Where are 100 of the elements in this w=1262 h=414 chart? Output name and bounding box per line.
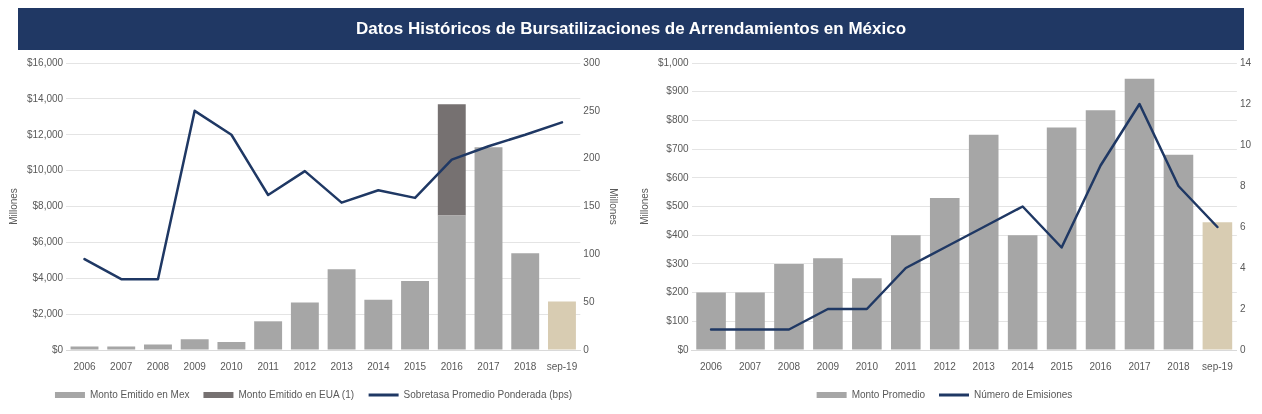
y2-tick-label: 10 [1239, 138, 1252, 150]
y-tick-label: $800 [666, 114, 690, 126]
bar [1163, 154, 1194, 350]
y-tick-label: $700 [666, 142, 690, 154]
y2-tick-label: 14 [1239, 56, 1252, 68]
x-tick-label: 2018 [1167, 360, 1191, 372]
legend-label: Número de Emisiones [974, 388, 1073, 400]
y2-tick-label: 200 [583, 152, 601, 164]
legend-label: Sobretasa Promedio Ponderada (bps) [403, 388, 573, 400]
y2-tick-label: 250 [583, 104, 601, 116]
bar [735, 292, 765, 350]
bar [1202, 222, 1233, 350]
bar [437, 104, 466, 216]
x-tick-label: 2016 [1089, 360, 1113, 372]
y-tick-label: $4,000 [32, 272, 64, 283]
y2-tick-label: 50 [583, 295, 595, 307]
bar [813, 258, 843, 350]
y2-tick-label: 4 [1239, 261, 1246, 273]
y-tick-label: $0 [677, 343, 690, 355]
y-tick-label: $12,000 [26, 128, 64, 140]
x-tick-label: 2017 [477, 360, 501, 372]
x-tick-label: 2007 [738, 360, 762, 372]
bar [70, 346, 99, 350]
bar [1085, 110, 1116, 350]
bar [1124, 78, 1155, 350]
y-tick-label: $1,000 [657, 56, 690, 68]
x-tick-label: 2017 [1128, 360, 1152, 372]
x-tick-label: 2014 [367, 360, 390, 372]
bar [144, 344, 172, 350]
y-tick-label: $400 [666, 228, 690, 240]
y2-tick-label: 8 [1239, 179, 1246, 191]
bar [401, 280, 429, 350]
bar [180, 339, 209, 350]
y2-tick-label: 100 [583, 248, 601, 260]
bar [327, 269, 356, 350]
bar [696, 292, 726, 350]
y-tick-label: $500 [666, 200, 690, 212]
y2-axis-title: Millones [608, 188, 620, 225]
x-tick-label: 2007 [110, 360, 133, 372]
x-tick-label: 2013 [972, 360, 996, 372]
legend-label: Monto Promedio [851, 388, 926, 400]
x-tick-label: 2015 [403, 360, 427, 372]
y-tick-label: $8,000 [32, 200, 64, 212]
y-axis-title: Millones [638, 188, 650, 225]
y2-tick-label: 0 [583, 343, 590, 355]
bar [852, 278, 882, 350]
bar [891, 235, 921, 350]
x-tick-label: 2010 [855, 360, 879, 372]
y-tick-label: $900 [666, 85, 690, 97]
x-tick-label: 2014 [1011, 360, 1035, 372]
bar [254, 321, 283, 350]
bar [929, 197, 960, 350]
x-tick-label: 2013 [330, 360, 354, 372]
bar [437, 215, 466, 350]
x-tick-label: 2008 [777, 360, 801, 372]
x-tick-label: 2016 [440, 360, 464, 372]
x-tick-label: 2012 [293, 360, 317, 372]
y-tick-label: $2,000 [32, 307, 64, 319]
y-tick-label: $0 [52, 343, 64, 355]
y-tick-label: $200 [666, 286, 690, 298]
y2-tick-label: 300 [583, 56, 601, 68]
y-tick-label: $14,000 [26, 92, 64, 104]
bar [290, 302, 319, 350]
x-tick-label: sep-19 [546, 360, 578, 372]
y-tick-label: $16,000 [26, 56, 64, 68]
bar [968, 134, 999, 350]
bar [548, 301, 576, 350]
bar [107, 346, 136, 350]
bar [774, 263, 804, 350]
y2-tick-label: 2 [1239, 302, 1246, 314]
bar [1046, 127, 1077, 350]
y-tick-label: $100 [666, 315, 690, 327]
x-tick-label: 2015 [1050, 360, 1074, 372]
y2-tick-label: 12 [1239, 97, 1252, 109]
x-tick-label: sep-19 [1202, 360, 1234, 372]
x-tick-label: 2012 [933, 360, 957, 372]
x-tick-label: 2006 [73, 360, 97, 372]
bar [364, 299, 393, 350]
y-tick-label: $10,000 [26, 164, 64, 176]
x-tick-label: 2008 [146, 360, 170, 372]
x-tick-label: 2011 [895, 360, 917, 372]
legend-label: Monto Emitido en EUA (1) [238, 388, 355, 400]
y-tick-label: $600 [666, 171, 690, 183]
x-tick-label: 2006 [699, 360, 723, 372]
y2-tick-label: 6 [1239, 220, 1246, 232]
y2-tick-label: 0 [1239, 343, 1246, 355]
y-axis-title: Millones [7, 188, 19, 225]
y2-tick-label: 150 [583, 200, 601, 212]
x-tick-label: 2011 [257, 360, 280, 372]
y-tick-label: $300 [666, 257, 690, 269]
bar [217, 341, 246, 350]
bar [474, 147, 503, 350]
bar [1007, 235, 1038, 350]
text: Datos Históricos de Bursatilizaciones de Arrendamientos en México [18, 8, 1244, 50]
x-tick-label: 2009 [183, 360, 207, 372]
legend-label: Monto Emitido en Mex [89, 388, 190, 400]
x-tick-label: 2018 [514, 360, 537, 372]
bar [511, 253, 540, 350]
x-tick-label: 2009 [816, 360, 840, 372]
x-tick-label: 2010 [220, 360, 243, 372]
